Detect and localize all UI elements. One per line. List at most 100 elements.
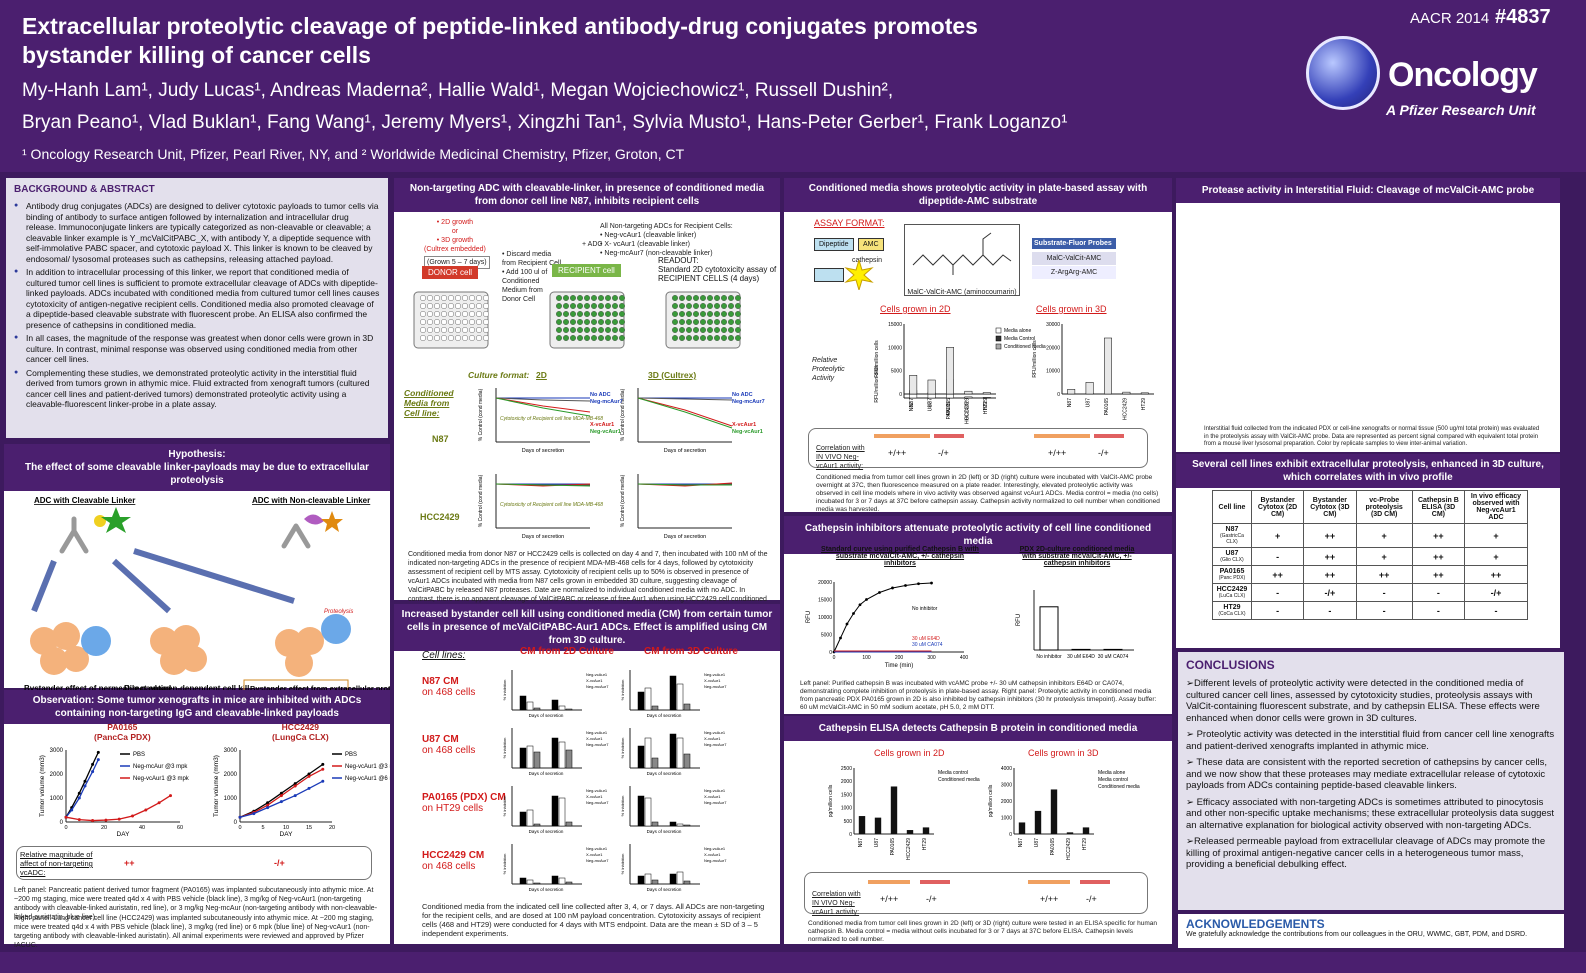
- oncology-logo-icon: [1306, 36, 1380, 110]
- conclusions-heading: CONCLUSIONS: [1186, 658, 1275, 672]
- data-point: [64, 815, 68, 819]
- well-icon: [611, 334, 619, 342]
- bar: [526, 809, 534, 827]
- well-icon: [611, 310, 619, 318]
- legend-label: X-vcAur1: [704, 852, 721, 857]
- x-tick-label: N87: [1018, 838, 1024, 847]
- wells: [419, 294, 742, 342]
- ack-heading: ACKNOWLEDGEMENTS: [1186, 917, 1325, 931]
- conclusion-item: ➢Released permeable payload from extrace…: [1186, 836, 1546, 870]
- data-point: [865, 598, 868, 601]
- data-point: [83, 784, 87, 788]
- data-point: [852, 612, 855, 615]
- well-icon: [433, 334, 441, 342]
- legend-label: Neg-vcAur1: [586, 672, 608, 677]
- y-tick-label: 1000: [841, 806, 852, 812]
- series-line: [637, 397, 733, 429]
- well-icon: [699, 326, 707, 334]
- well-icon: [692, 334, 700, 342]
- cell-line-name: PA0165 (Panc PDX): [1212, 565, 1252, 584]
- well-icon: [590, 334, 598, 342]
- well-icon: [583, 318, 591, 326]
- bar: [890, 786, 898, 834]
- pa0165-sub: (PancCa PDX): [94, 732, 151, 742]
- logo-subtitle: A Pfizer Research Unit: [1386, 102, 1536, 118]
- table-cell: ++: [1303, 523, 1357, 548]
- well-icon: [734, 318, 742, 326]
- y-axis-label: RFU: [806, 611, 812, 623]
- bar: [519, 695, 527, 711]
- well-icon: [678, 302, 686, 310]
- authors-line-2: Bryan Peano¹, Vlad Buklan¹, Fang Wang¹, …: [22, 112, 1068, 133]
- x-tick-label: HT29: [983, 402, 989, 414]
- cell-line-id: PA0165: [1219, 568, 1245, 575]
- x-tick-label: HCC2429: [1122, 398, 1128, 420]
- legend-label: Neg-vcAur1: [704, 672, 726, 677]
- corr-2d-a: +/++: [888, 448, 907, 458]
- y-tick-label: 1500: [841, 792, 852, 798]
- series-line: [637, 397, 733, 401]
- caption-direct-kill: Direct antigen-dependent cell kill: [124, 684, 249, 693]
- well-icon: [671, 334, 679, 342]
- table-row: PA0165 (Panc PDX) ++ ++ ++ ++ ++: [1212, 565, 1529, 584]
- well-icon: [426, 326, 434, 334]
- legend-label: Conditioned media: [1004, 344, 1046, 350]
- legend-label: Neg-vcAur1: [586, 730, 608, 735]
- bar: [909, 375, 918, 395]
- growth-options: • 2D growth or • 3D growth (Cultrex embe…: [424, 219, 486, 253]
- table-row: HCC2429 (LuCa CLX) - -/+ - - -/+: [1212, 583, 1529, 602]
- well-icon: [562, 310, 570, 318]
- y-tick-label: 10000: [818, 615, 832, 621]
- well-icon: [678, 310, 686, 318]
- bar: [982, 397, 991, 399]
- y-tick-label: 0: [849, 832, 852, 838]
- bar: [565, 708, 573, 711]
- legend-label: Neg-vcAur1: [704, 730, 726, 735]
- legend-label: Neg-mcAur7: [586, 800, 609, 805]
- elisa-2d-label: Cells grown in 2D: [874, 748, 945, 758]
- bar: [906, 830, 914, 834]
- well-icon: [699, 294, 707, 302]
- row-sub: on 468 cells: [422, 745, 476, 756]
- y-tick-label: 2000: [50, 772, 64, 778]
- noncleavable-label: ADC with Non-cleavable Linker: [252, 496, 370, 505]
- well-icon: [713, 302, 721, 310]
- corr-bar: [874, 434, 930, 438]
- correlation-label: Correlation with IN VIVO Neg-vcAur1 acti…: [816, 445, 865, 470]
- y-axis-label: % Inhibition: [620, 738, 625, 759]
- bar: [551, 737, 559, 769]
- table-cell: ++: [1303, 547, 1357, 566]
- well-icon: [475, 294, 483, 302]
- bar: [858, 816, 866, 834]
- bystander-row-label: PA0165 (PDX) CM on HT29 cells: [422, 792, 506, 814]
- well-icon: [461, 310, 469, 318]
- legend-label: X-vcAur1: [704, 736, 721, 741]
- y-tick-label: 2000: [1001, 799, 1012, 805]
- x-axis-label: Days of secretion: [522, 534, 565, 540]
- well-icon: [671, 318, 679, 326]
- bar: [551, 699, 559, 711]
- well-icon: [454, 294, 462, 302]
- bar: [519, 877, 527, 885]
- cell-cluster-icon: [30, 614, 351, 677]
- legend-swatch: [995, 343, 1002, 350]
- bar: [927, 379, 936, 395]
- background-bullet: Antibody drug conjugates (ADCs) are desi…: [14, 201, 380, 264]
- table-cell: -: [1303, 601, 1357, 620]
- y-tick-label: 0: [899, 392, 902, 398]
- corr-bar: [1028, 880, 1070, 884]
- table-cell: +: [1463, 547, 1529, 566]
- legend-label: Neg-mcAur7: [590, 399, 623, 405]
- bystander-panel: Increased bystander cell kill using cond…: [394, 604, 780, 944]
- table-cell: -: [1250, 547, 1305, 566]
- well-icon: [713, 318, 721, 326]
- well-icon: [597, 302, 605, 310]
- x-tick-label: 40: [139, 825, 145, 831]
- well-icon: [727, 310, 735, 318]
- well-icon: [440, 334, 448, 342]
- legend-label: PBS: [345, 752, 357, 758]
- well-icon: [440, 310, 448, 318]
- x-axis-label: DAY: [280, 831, 294, 838]
- data-point: [917, 582, 920, 586]
- observation-note-left: Left panel: Pancreatic patient derived t…: [14, 887, 378, 921]
